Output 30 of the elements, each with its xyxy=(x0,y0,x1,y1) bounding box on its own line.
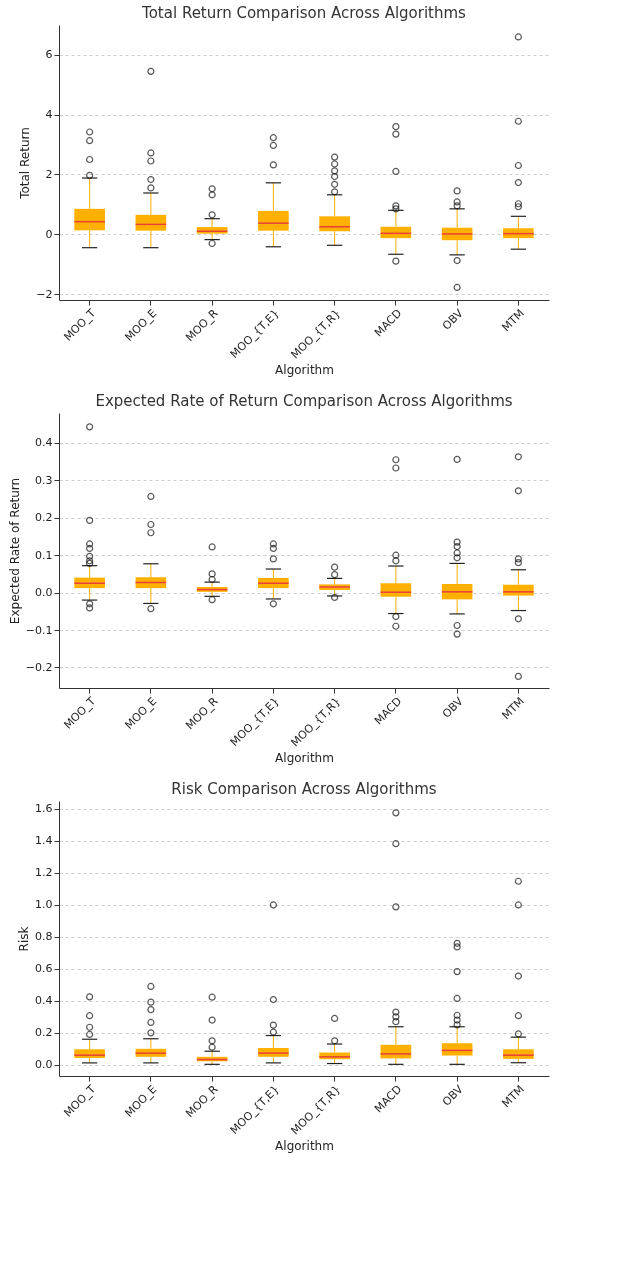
y-tick-label: 0.2 xyxy=(35,1026,53,1040)
y-tick-label: 1.2 xyxy=(35,866,53,880)
y-tick-label: 1.4 xyxy=(35,834,53,848)
y-tick-label: 0.0 xyxy=(35,586,53,600)
y-tick-label: 0.0 xyxy=(35,1058,53,1072)
y-tick-label: 0 xyxy=(45,227,53,241)
y-tick-label: 1.6 xyxy=(35,802,53,816)
y-tick-label: 0.2 xyxy=(35,511,53,525)
y-tick-label: −0.1 xyxy=(25,623,53,637)
x-axis-title: Algorithm xyxy=(275,750,334,765)
y-tick-label: 2 xyxy=(45,167,53,181)
y-tick-label: 0.3 xyxy=(35,473,53,487)
y-tick-label: 0.4 xyxy=(35,436,53,450)
chart-title: Risk Comparison Across Algorithms xyxy=(171,780,437,798)
y-tick-label: 1.0 xyxy=(35,898,53,912)
y-tick-label: 0.8 xyxy=(35,930,53,944)
y-axis-title: Expected Rate of Return xyxy=(7,477,22,625)
y-tick-label: −0.2 xyxy=(25,660,53,674)
y-tick-label: 6 xyxy=(45,48,53,62)
y-tick-label: 0.1 xyxy=(35,548,53,562)
y-axis-title: Total Return xyxy=(18,127,33,200)
y-tick-label: 4 xyxy=(45,108,53,122)
x-axis-title: Algorithm xyxy=(275,1138,334,1153)
chart-title: Expected Rate of Return Comparison Across Algorithms xyxy=(95,392,513,410)
y-axis-title: Risk xyxy=(17,926,32,952)
y-tick-label: 0.4 xyxy=(35,994,53,1008)
y-tick-label: 0.6 xyxy=(35,962,53,976)
x-axis-title: Algorithm xyxy=(275,362,334,377)
chart-title: Total Return Comparison Across Algorithms xyxy=(141,4,467,22)
y-tick-label: −2 xyxy=(36,287,53,301)
